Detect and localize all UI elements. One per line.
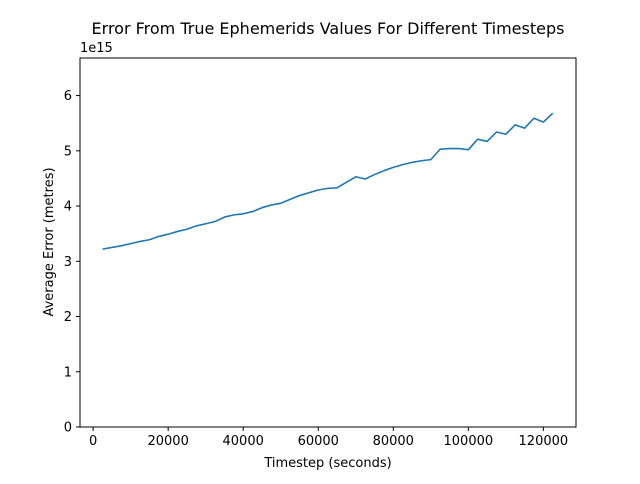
x-tick-label: 120000: [519, 434, 569, 449]
y-tick-label: 3: [64, 255, 72, 270]
chart-title: Error From True Ephemerids Values For Di…: [92, 19, 565, 38]
plot-area: 0 20000 40000 60000 80000 100000 120000 0 1 2 3 4 5…: [64, 57, 577, 449]
series-line: [102, 112, 554, 250]
x-tick-label: 60000: [298, 434, 339, 449]
y-tick-label: 6: [64, 89, 72, 104]
x-axis-label: Timestep (seconds): [263, 456, 391, 471]
x-tick-label: 100000: [444, 434, 494, 449]
y-tick-label: 4: [64, 200, 72, 215]
x-tick-label: 20000: [147, 434, 188, 449]
y-tick-label: 1: [64, 365, 72, 380]
y-tick-label: 2: [64, 310, 72, 325]
x-axis: 0 20000 40000 60000 80000 100000 120000: [89, 427, 568, 449]
x-tick-label: 0: [89, 434, 97, 449]
x-tick-label: 80000: [373, 434, 414, 449]
y-offset-label: 1e15: [80, 41, 113, 56]
y-axis: 0 1 2 3 4 5 6: [64, 89, 80, 436]
series-layer: [102, 112, 554, 250]
y-tick-label: 0: [64, 421, 72, 436]
plot-frame: [79, 57, 577, 428]
y-tick-label: 5: [64, 144, 72, 159]
x-tick-label: 40000: [223, 434, 264, 449]
y-axis-label: Average Error (metres): [42, 167, 57, 316]
